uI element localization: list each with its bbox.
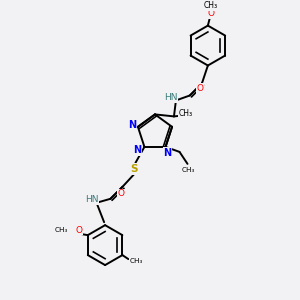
Text: N: N [164, 148, 172, 158]
Text: S: S [131, 164, 138, 174]
Text: HN: HN [85, 195, 98, 204]
Text: O: O [118, 189, 125, 198]
Text: CH₃: CH₃ [55, 227, 68, 233]
Text: O: O [196, 84, 203, 93]
Text: HN: HN [164, 93, 178, 102]
Text: CH₃: CH₃ [130, 258, 143, 264]
Text: CH₃: CH₃ [182, 167, 195, 173]
Text: N: N [128, 120, 136, 130]
Text: O: O [207, 9, 214, 18]
Text: N: N [134, 145, 142, 155]
Text: CH₃: CH₃ [179, 109, 193, 118]
Text: O: O [75, 226, 82, 235]
Text: CH₃: CH₃ [204, 1, 218, 10]
